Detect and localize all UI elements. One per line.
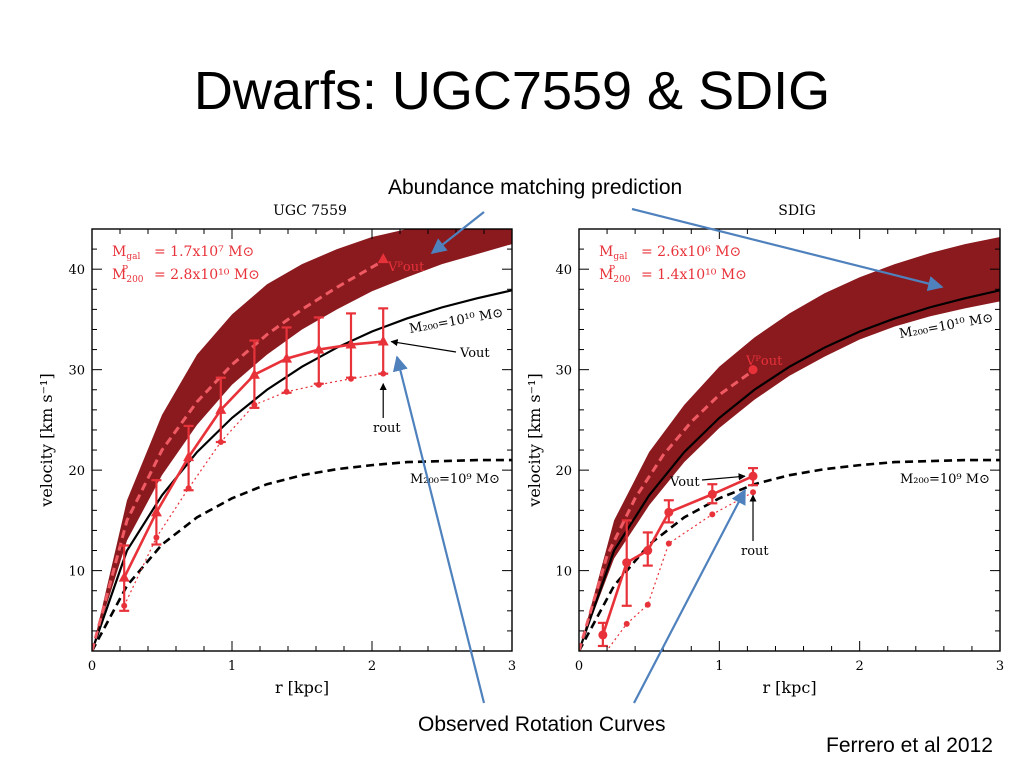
x-axis-label: r [kpc] [275,678,329,697]
y-tick-label: 20 [68,464,85,479]
baryonic-point [380,370,387,377]
x-tick-label: 1 [715,659,723,674]
prediction-band [579,237,1000,651]
slide-title: Dwarfs: UGC7559 & SDIG [193,61,831,121]
model-curve-1e10 [579,289,1000,651]
label-vpout: Vᴾout [387,260,425,275]
vpout-marker [748,365,758,375]
legend-m200p: M200P = 2.8x10¹⁰ M⊙ [112,265,260,285]
observed-curve [601,474,754,636]
observed-point [598,630,608,640]
panel-title: UGC 7559 [273,203,347,219]
y-tick-label: 10 [555,565,572,580]
observed-point [183,451,195,462]
baryonic-point [348,375,354,382]
y-tick-label: 30 [68,364,85,379]
y-tick-label: 40 [68,263,85,278]
x-tick-label: 0 [575,659,583,674]
label-m200-1e9: M₂₀₀=10⁹ M⊙ [410,472,500,487]
plot-frame [91,228,513,652]
x-tick-label: 2 [856,659,864,674]
label-m200-1e9: M₂₀₀=10⁹ M⊙ [900,472,990,487]
observed-point [377,335,389,346]
baryonic-point [623,620,630,627]
y-tick-label: 30 [555,364,572,379]
citation: Ferrero et al 2012 [826,734,993,757]
baryonic-point [665,540,672,547]
observed-point [707,489,717,499]
baryonic-point [750,489,757,496]
arrow-to-sdig-band [631,207,944,292]
legend-mgal: Mgal = 1.7x10⁷ M⊙ [112,244,254,262]
observed-point [150,506,162,517]
label-vpout: Vᴾout [745,354,783,369]
plot-frame [578,228,1001,652]
predicted-curve [579,368,756,651]
panel-ugc7559: 0 1 2 3 10 20 30 40 UGC 7559 r [kpc] velocity [km … [37,203,516,697]
observed-point [622,558,632,568]
x-tick-label: 1 [228,659,236,674]
model-curve-1e9 [579,458,1000,651]
label-rout: rout [373,421,401,436]
plot-area [92,229,512,651]
baryonic-point [600,653,606,659]
predicted-curve [92,257,387,651]
x-tick-label: 3 [996,659,1004,674]
baryonic-curve [605,491,754,651]
x-tick-label: 0 [88,659,96,674]
panel-sdig: 0 1 2 3 10 20 30 40 SDIG r [kpc] velocity [km s⁻¹]… [525,203,1004,697]
y-tick-label: 10 [68,565,85,580]
y-axis-label: velocity [km s⁻¹] [525,373,544,507]
vpout-marker [377,253,389,264]
annotation-arrows [392,207,944,704]
label-m200-1e10: M₂₀₀=10¹⁰ M⊙ [408,306,504,337]
arrow-to-ugc7559-band [430,211,485,254]
plot-area [579,237,1000,659]
legend-mgal: Mgal = 2.6x10⁶ M⊙ [599,244,741,262]
vout-pointer [701,473,746,481]
baryonic-point [644,601,651,608]
prediction-band [92,229,512,651]
observed-point [281,352,293,363]
label-vout: Vout [459,346,490,361]
observed-point [313,343,325,354]
y-tick-label: 40 [555,263,572,278]
observed-point [248,368,260,379]
observed-point [664,507,674,517]
observed-point [748,471,758,481]
baryonic-point [185,485,192,492]
x-tick-label: 2 [368,659,376,674]
observed-point [215,403,227,414]
panel-title: SDIG [778,203,816,219]
observed-point [345,338,357,349]
label-vout: Vout [669,475,700,490]
model-curve-1e10 [92,289,512,651]
baryonic-point [121,602,128,609]
y-tick-label: 20 [555,464,572,479]
x-tick-label: 3 [508,659,516,674]
vout-pointer [390,339,457,353]
observed-point [118,571,130,582]
baryonic-point [217,439,224,446]
y-axis-label: velocity [km s⁻¹] [37,373,56,507]
baryonic-point [251,401,258,408]
baryonic-point [283,388,290,395]
observed-point [643,546,653,556]
baryonic-point [315,381,322,388]
annotation-abundance-matching: Abundance matching prediction [388,176,683,199]
label-rout: rout [741,544,769,559]
baryonic-point [709,511,716,518]
model-curve-1e9 [92,458,512,651]
arrow-to-ugc7559-curve [392,355,486,704]
baryonic-point [153,534,160,541]
annotation-observed-rotation-curves: Observed Rotation Curves [418,713,666,736]
x-axis-label: r [kpc] [762,678,816,697]
legend-m200p: M200P = 1.4x10¹⁰ M⊙ [599,265,747,285]
arrow-to-sdig-curve [633,488,746,704]
